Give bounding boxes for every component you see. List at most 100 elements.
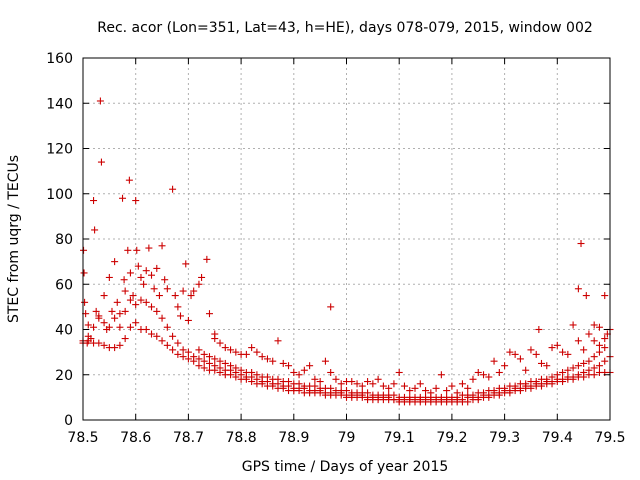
data-point (582, 292, 590, 300)
data-point (111, 258, 119, 266)
data-point (169, 346, 177, 354)
data-point (129, 292, 137, 300)
data-point (535, 326, 543, 333)
data-point (569, 373, 577, 381)
data-point (511, 350, 519, 358)
y-tick-label: 60 (55, 277, 73, 293)
data-point (211, 355, 219, 363)
data-point (511, 382, 519, 390)
data-point (411, 384, 419, 392)
data-point (432, 384, 440, 392)
data-point (169, 332, 177, 340)
x-tick-label: 78.9 (278, 430, 309, 446)
data-point (140, 280, 148, 288)
data-point (119, 194, 127, 202)
data-point (295, 380, 303, 388)
data-point (258, 353, 266, 361)
data-point (116, 323, 124, 331)
data-point (437, 371, 445, 379)
data-point (553, 371, 561, 379)
y-tick-label: 80 (55, 232, 73, 248)
data-point (543, 375, 551, 383)
data-point (395, 368, 403, 376)
data-point (248, 344, 256, 352)
data-point (548, 344, 556, 352)
data-point (198, 273, 206, 281)
chart-title: Rec. acor (Lon=351, Lat=43, h=HE), days … (97, 20, 593, 36)
data-point (427, 389, 435, 397)
data-point (490, 387, 498, 395)
data-point (132, 301, 140, 309)
y-tick-label: 140 (46, 96, 73, 112)
data-point (126, 296, 134, 304)
data-point (590, 364, 598, 372)
data-point (574, 285, 582, 293)
data-point (480, 371, 488, 379)
data-point (100, 292, 108, 300)
data-point (263, 355, 271, 363)
data-point (443, 387, 451, 395)
data-point (248, 368, 256, 376)
data-point (132, 197, 140, 205)
data-points (79, 97, 614, 406)
data-point (169, 185, 177, 193)
data-point (227, 346, 235, 354)
data-point (595, 341, 603, 349)
data-point (285, 378, 293, 386)
data-point (190, 353, 198, 361)
data-point (232, 364, 240, 372)
data-point (306, 362, 314, 370)
data-point (564, 366, 572, 374)
data-point (400, 382, 408, 390)
data-point (390, 391, 398, 399)
data-point (184, 316, 192, 324)
data-point (522, 366, 530, 374)
data-point (142, 267, 150, 275)
data-point (585, 357, 593, 365)
data-point (158, 314, 166, 322)
x-tick-label: 79.5 (594, 430, 625, 446)
data-point (203, 255, 211, 263)
y-tick-label: 100 (46, 187, 73, 203)
data-point (369, 380, 377, 388)
data-point (274, 375, 282, 383)
data-point (448, 382, 456, 390)
data-point (216, 357, 224, 365)
data-point (111, 314, 119, 322)
data-point (469, 375, 477, 383)
data-point (153, 264, 161, 272)
data-point (274, 337, 282, 345)
data-point (332, 375, 340, 383)
data-point (485, 373, 493, 381)
data-point (548, 373, 556, 381)
data-point (95, 339, 103, 347)
data-point (506, 348, 514, 356)
data-point (116, 310, 124, 318)
data-point (374, 375, 382, 383)
data-point (211, 335, 219, 343)
data-point (285, 362, 293, 370)
data-point (90, 323, 98, 331)
data-point (269, 357, 277, 365)
data-point (134, 262, 142, 270)
data-point (176, 312, 184, 320)
data-point (527, 346, 535, 354)
y-tick-label: 160 (46, 51, 73, 67)
data-point (290, 368, 298, 376)
x-tick-label: 78.5 (67, 430, 98, 446)
data-point (184, 348, 192, 356)
data-point (179, 346, 187, 354)
data-point (174, 350, 182, 358)
data-point (84, 321, 92, 329)
data-point (158, 242, 166, 250)
data-point (84, 332, 92, 340)
data-point (126, 323, 134, 331)
data-point (163, 285, 171, 293)
x-tick-label: 79.1 (384, 430, 415, 446)
data-point (464, 384, 472, 392)
data-point (574, 337, 582, 345)
data-point (490, 357, 498, 365)
y-tick-label: 120 (46, 142, 73, 158)
data-point (590, 337, 598, 345)
data-point (187, 292, 195, 300)
